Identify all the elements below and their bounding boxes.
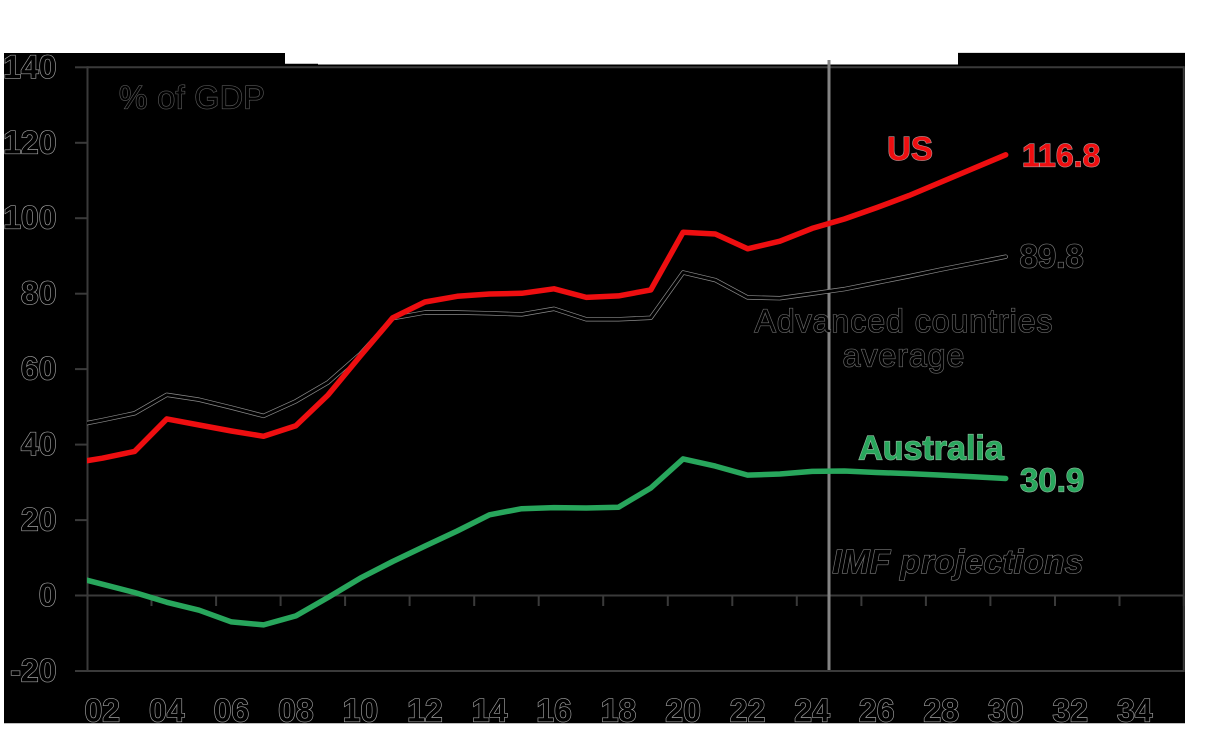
svg-text:Advanced countries: Advanced countries bbox=[754, 303, 1053, 339]
svg-text:06: 06 bbox=[214, 693, 250, 729]
svg-text:18: 18 bbox=[601, 693, 637, 729]
svg-text:100: 100 bbox=[3, 200, 56, 236]
svg-text:120: 120 bbox=[3, 124, 56, 160]
svg-text:Australia: Australia bbox=[858, 430, 1005, 468]
svg-text:average: average bbox=[843, 338, 966, 374]
svg-text:60: 60 bbox=[21, 351, 57, 387]
svg-text:10: 10 bbox=[343, 693, 379, 729]
svg-text:22: 22 bbox=[730, 693, 766, 729]
svg-text:04: 04 bbox=[149, 693, 185, 729]
svg-text:-20: -20 bbox=[10, 653, 56, 689]
svg-text:80: 80 bbox=[21, 275, 57, 311]
svg-text:140: 140 bbox=[3, 49, 56, 85]
svg-text:US: US bbox=[887, 130, 933, 167]
svg-text:0: 0 bbox=[39, 577, 57, 613]
svg-text:34: 34 bbox=[1117, 693, 1153, 729]
svg-text:20: 20 bbox=[21, 502, 57, 538]
svg-text:% of GDP: % of GDP bbox=[119, 80, 265, 116]
svg-text:02: 02 bbox=[85, 693, 121, 729]
svg-text:24: 24 bbox=[794, 693, 830, 729]
svg-text:116.8: 116.8 bbox=[1022, 138, 1100, 174]
svg-text:30.9: 30.9 bbox=[1020, 462, 1084, 499]
svg-text:40: 40 bbox=[21, 426, 57, 462]
svg-text:26: 26 bbox=[859, 693, 895, 729]
svg-text:IMF projections: IMF projections bbox=[832, 543, 1083, 580]
svg-text:16: 16 bbox=[536, 693, 572, 729]
svg-text:28: 28 bbox=[923, 693, 959, 729]
svg-text:89.8: 89.8 bbox=[1020, 238, 1084, 275]
svg-text:32: 32 bbox=[1053, 693, 1089, 729]
svg-text:12: 12 bbox=[407, 693, 443, 729]
svg-text:14: 14 bbox=[472, 693, 508, 729]
svg-text:30: 30 bbox=[988, 693, 1024, 729]
svg-text:08: 08 bbox=[278, 693, 314, 729]
svg-text:20: 20 bbox=[665, 693, 701, 729]
